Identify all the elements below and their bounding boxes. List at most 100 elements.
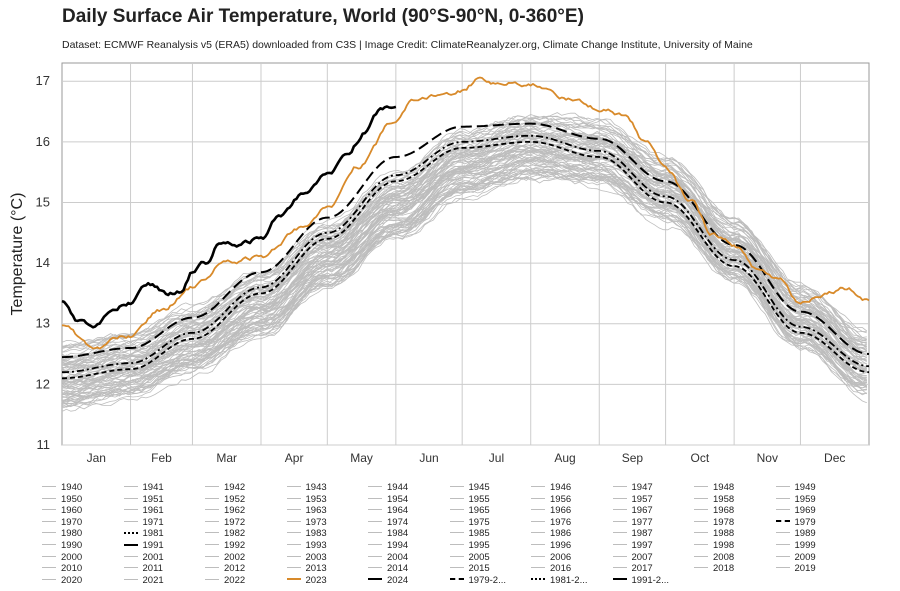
legend-item[interactable]: 1968 bbox=[694, 505, 734, 516]
legend-item[interactable]: 2000 bbox=[42, 552, 82, 563]
legend-item[interactable]: 1958 bbox=[694, 494, 734, 505]
legend-item[interactable]: 1954 bbox=[368, 494, 408, 505]
legend-item[interactable]: 1942 bbox=[205, 482, 245, 493]
legend-item[interactable]: 1960 bbox=[42, 505, 82, 516]
legend-swatch bbox=[123, 578, 138, 580]
legend-item[interactable]: 1965 bbox=[449, 505, 490, 516]
legend-item[interactable]: 2009 bbox=[775, 552, 816, 563]
legend-item[interactable]: 2019 bbox=[775, 563, 816, 574]
legend-swatch bbox=[775, 544, 790, 545]
legend-item[interactable]: 1985 bbox=[449, 528, 490, 539]
legend-item[interactable]: 1988 bbox=[694, 528, 734, 539]
legend-item[interactable]: 1979 bbox=[775, 517, 816, 528]
legend-item[interactable]: 1979-2... bbox=[449, 575, 506, 586]
legend-item[interactable]: 1975 bbox=[449, 517, 490, 528]
series-line-1981-2010-mean bbox=[62, 134, 870, 374]
legend-item[interactable]: 1995 bbox=[449, 540, 490, 551]
legend-item[interactable]: 2012 bbox=[205, 563, 245, 574]
legend-item[interactable]: 1967 bbox=[612, 505, 653, 517]
legend-item[interactable]: 1994 bbox=[368, 540, 408, 551]
legend-swatch bbox=[286, 486, 301, 487]
legend-label: 1967 bbox=[631, 505, 653, 517]
legend-item[interactable]: 1945 bbox=[449, 482, 490, 493]
legend-item[interactable]: 1963 bbox=[286, 505, 327, 516]
legend-item[interactable]: 1970 bbox=[42, 517, 82, 528]
legend-item[interactable]: 2001 bbox=[123, 552, 164, 563]
legend-item[interactable]: 1981-2... bbox=[531, 575, 588, 586]
legend-item[interactable]: 1992 bbox=[205, 540, 245, 551]
legend-item[interactable]: 1952 bbox=[205, 494, 245, 505]
legend-item[interactable]: 1962 bbox=[205, 505, 245, 516]
legend-item[interactable]: 2013 bbox=[286, 563, 327, 574]
y-tick-label: 12 bbox=[36, 376, 50, 391]
legend-item[interactable]: 2007 bbox=[612, 552, 653, 563]
legend-swatch bbox=[694, 532, 708, 534]
legend-item[interactable]: 1997 bbox=[612, 540, 653, 551]
legend-item[interactable]: 2002 bbox=[205, 552, 245, 563]
legend-item[interactable]: 1943 bbox=[286, 482, 327, 493]
legend-item[interactable]: 1993 bbox=[286, 540, 327, 551]
legend-item[interactable]: 1972 bbox=[205, 517, 245, 528]
legend-item[interactable]: 2011 bbox=[123, 563, 163, 575]
legend-item[interactable]: 2014 bbox=[368, 563, 408, 574]
legend-item[interactable]: 2003 bbox=[286, 552, 327, 563]
legend-item[interactable]: 1944 bbox=[368, 482, 408, 493]
legend-swatch bbox=[612, 578, 627, 581]
legend-item[interactable]: 1966 bbox=[531, 505, 571, 516]
legend-item[interactable]: 2023 bbox=[286, 575, 327, 586]
legend-item[interactable]: 1969 bbox=[775, 505, 816, 516]
legend-item[interactable]: 1991-2... bbox=[612, 575, 669, 586]
legend-item[interactable]: 1957 bbox=[612, 494, 653, 505]
legend-item[interactable]: 1947 bbox=[612, 482, 653, 493]
legend-item[interactable]: 1987 bbox=[612, 528, 653, 539]
legend-item[interactable]: 1974 bbox=[368, 517, 408, 528]
legend-item[interactable]: 2010 bbox=[42, 563, 82, 574]
legend-item[interactable]: 1976 bbox=[531, 517, 571, 528]
legend-item[interactable]: 1971 bbox=[123, 517, 164, 528]
legend-item[interactable]: 1978 bbox=[694, 517, 734, 528]
legend-item[interactable]: 1982 bbox=[205, 528, 245, 539]
legend-item[interactable]: 1996 bbox=[531, 540, 571, 551]
legend-item[interactable]: 2022 bbox=[205, 575, 245, 586]
legend-item[interactable]: 1981 bbox=[123, 528, 164, 539]
legend-item[interactable]: 2024 bbox=[368, 575, 408, 586]
legend-item[interactable]: 1977 bbox=[612, 517, 653, 528]
legend-item[interactable]: 1999 bbox=[775, 540, 816, 551]
legend-item[interactable]: 1973 bbox=[286, 517, 327, 528]
legend-item[interactable]: 1953 bbox=[286, 494, 327, 505]
legend-item[interactable]: 1951 bbox=[123, 494, 164, 505]
legend-item[interactable]: 1946 bbox=[531, 482, 571, 493]
legend-item[interactable]: 1959 bbox=[775, 494, 816, 505]
legend-item[interactable]: 2015 bbox=[449, 563, 490, 574]
legend-item[interactable]: 2017 bbox=[612, 563, 653, 574]
legend-item[interactable]: 2016 bbox=[531, 563, 571, 574]
legend-item[interactable]: 2004 bbox=[368, 552, 408, 563]
legend-item[interactable]: 1949 bbox=[775, 482, 816, 493]
legend-item[interactable]: 1956 bbox=[531, 494, 571, 505]
legend-item[interactable]: 2021 bbox=[123, 575, 164, 586]
legend-label: 2011 bbox=[142, 563, 163, 575]
legend-item[interactable]: 1984 bbox=[368, 528, 408, 539]
legend-item[interactable]: 1948 bbox=[694, 482, 734, 493]
legend-item[interactable]: 1983 bbox=[286, 528, 327, 539]
legend-item[interactable]: 1955 bbox=[449, 494, 490, 505]
legend-item[interactable]: 2008 bbox=[694, 552, 734, 563]
legend-item[interactable]: 2006 bbox=[531, 552, 571, 563]
legend-item[interactable]: 1964 bbox=[368, 505, 408, 516]
legend-item[interactable]: 1961 bbox=[123, 505, 164, 516]
legend-item[interactable]: 2018 bbox=[694, 563, 734, 574]
legend-item[interactable]: 1998 bbox=[694, 540, 734, 551]
legend-item[interactable]: 2020 bbox=[42, 575, 82, 586]
legend-item[interactable]: 1991 bbox=[123, 540, 164, 551]
legend-item[interactable]: 1950 bbox=[42, 494, 82, 505]
legend-item[interactable]: 1980 bbox=[42, 528, 82, 539]
legend-item[interactable]: 1989 bbox=[775, 528, 816, 539]
legend-item[interactable]: 1990 bbox=[42, 540, 82, 551]
legend-item[interactable]: 1940 bbox=[42, 482, 82, 493]
legend-swatch bbox=[123, 486, 138, 487]
legend-swatch bbox=[775, 497, 790, 499]
x-tick-label: Nov bbox=[757, 451, 778, 465]
legend-item[interactable]: 2005 bbox=[449, 552, 490, 563]
legend-item[interactable]: 1986 bbox=[531, 528, 571, 539]
legend-item[interactable]: 1941 bbox=[123, 482, 164, 493]
